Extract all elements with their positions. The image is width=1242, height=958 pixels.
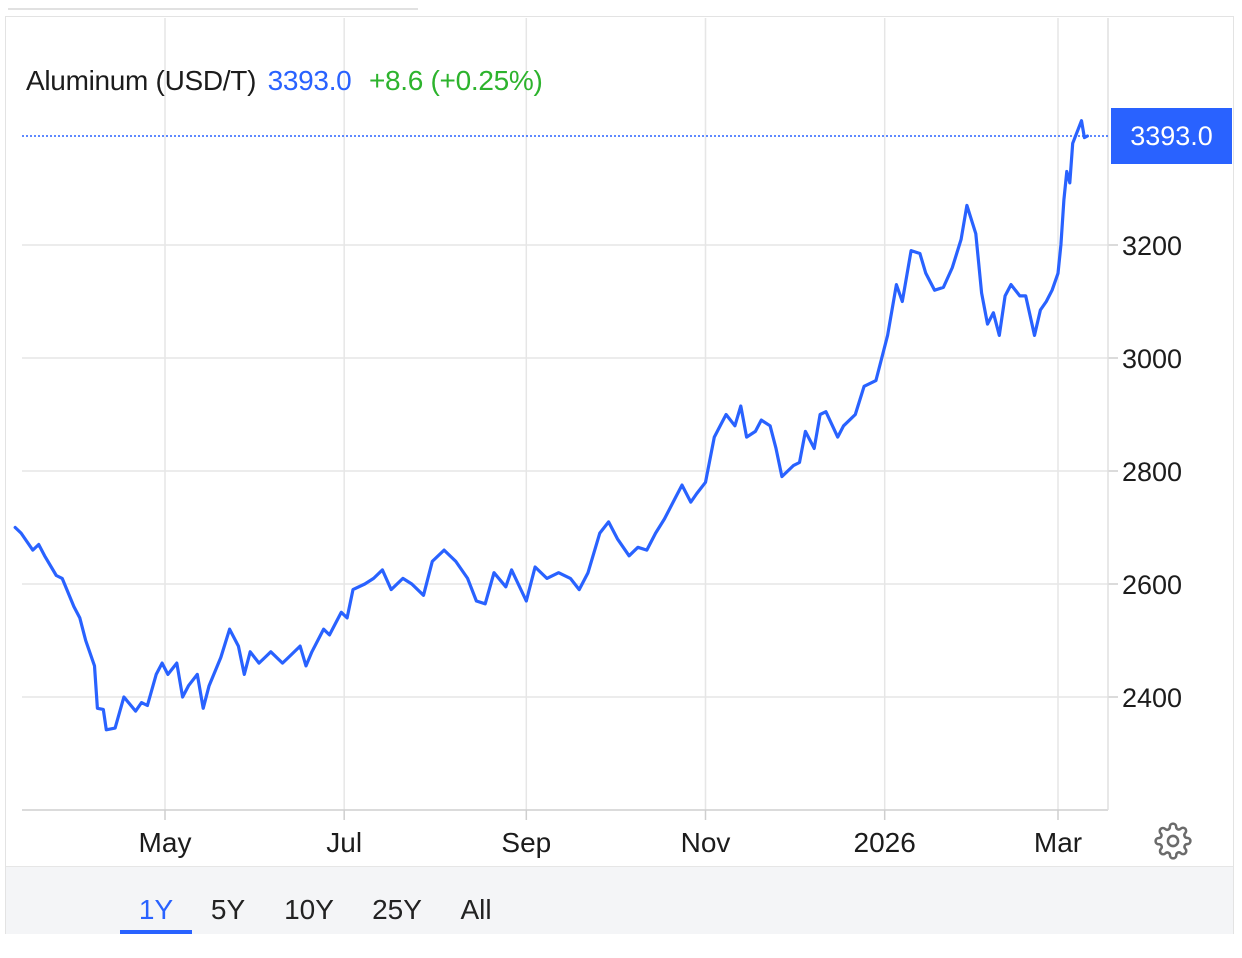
- range-selector: 1Y 5Y 10Y 25Y All: [6, 866, 1233, 934]
- range-tab-25y[interactable]: 25Y: [372, 894, 422, 925]
- last-price: 3393.0: [267, 65, 352, 96]
- x-tick-labels: May Jul Sep Nov 2026 Mar: [139, 827, 1083, 858]
- gear-icon[interactable]: [1154, 822, 1192, 860]
- x-tick-label: Nov: [681, 827, 731, 858]
- last-price-tag: 3393.0: [1111, 107, 1232, 164]
- y-tick-label: 2600: [1122, 570, 1182, 600]
- horizontal-gridlines: [22, 244, 1118, 698]
- range-tab-all[interactable]: All: [460, 894, 492, 925]
- range-tab-10y[interactable]: 10Y: [284, 894, 334, 925]
- x-tick-label: Jul: [326, 827, 362, 858]
- x-tick-label: Mar: [1034, 827, 1082, 858]
- y-tick-label: 2400: [1122, 683, 1182, 713]
- range-tab-1y[interactable]: 1Y: [120, 867, 192, 934]
- y-tick-label: 3000: [1122, 344, 1182, 374]
- top-divider: [8, 8, 418, 10]
- x-tick-label: May: [139, 827, 192, 858]
- x-tick-label: 2026: [854, 827, 916, 858]
- series-name: Aluminum (USD/T): [26, 65, 257, 96]
- x-tick-label: Sep: [501, 827, 551, 858]
- chart-legend: Aluminum (USD/T) 3393.0 +8.6 (+0.25%): [26, 64, 543, 98]
- y-tick-label: 2800: [1122, 457, 1182, 487]
- price-series-line[interactable]: [13, 119, 1090, 732]
- range-tab-5y[interactable]: 5Y: [210, 894, 246, 925]
- vertical-gridlines: [164, 18, 1059, 820]
- y-tick-label: 3200: [1122, 231, 1182, 261]
- y-tick-labels: 2400 2600 2800 3000 3200: [1122, 231, 1182, 713]
- price-change: +8.6 (+0.25%): [368, 65, 543, 96]
